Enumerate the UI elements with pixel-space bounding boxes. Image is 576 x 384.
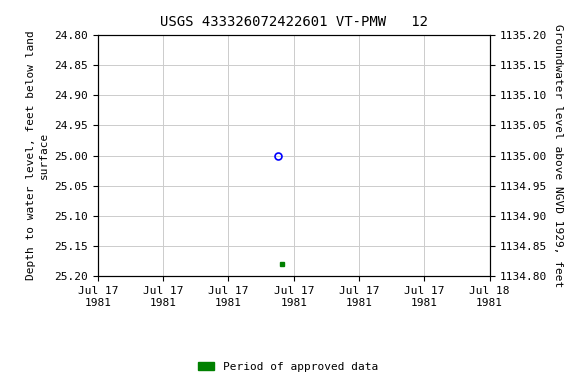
Legend: Period of approved data: Period of approved data bbox=[193, 358, 383, 377]
Title: USGS 433326072422601 VT-PMW   12: USGS 433326072422601 VT-PMW 12 bbox=[160, 15, 428, 29]
Y-axis label: Groundwater level above NGVD 1929, feet: Groundwater level above NGVD 1929, feet bbox=[553, 24, 563, 287]
Y-axis label: Depth to water level, feet below land
surface: Depth to water level, feet below land su… bbox=[26, 31, 49, 280]
